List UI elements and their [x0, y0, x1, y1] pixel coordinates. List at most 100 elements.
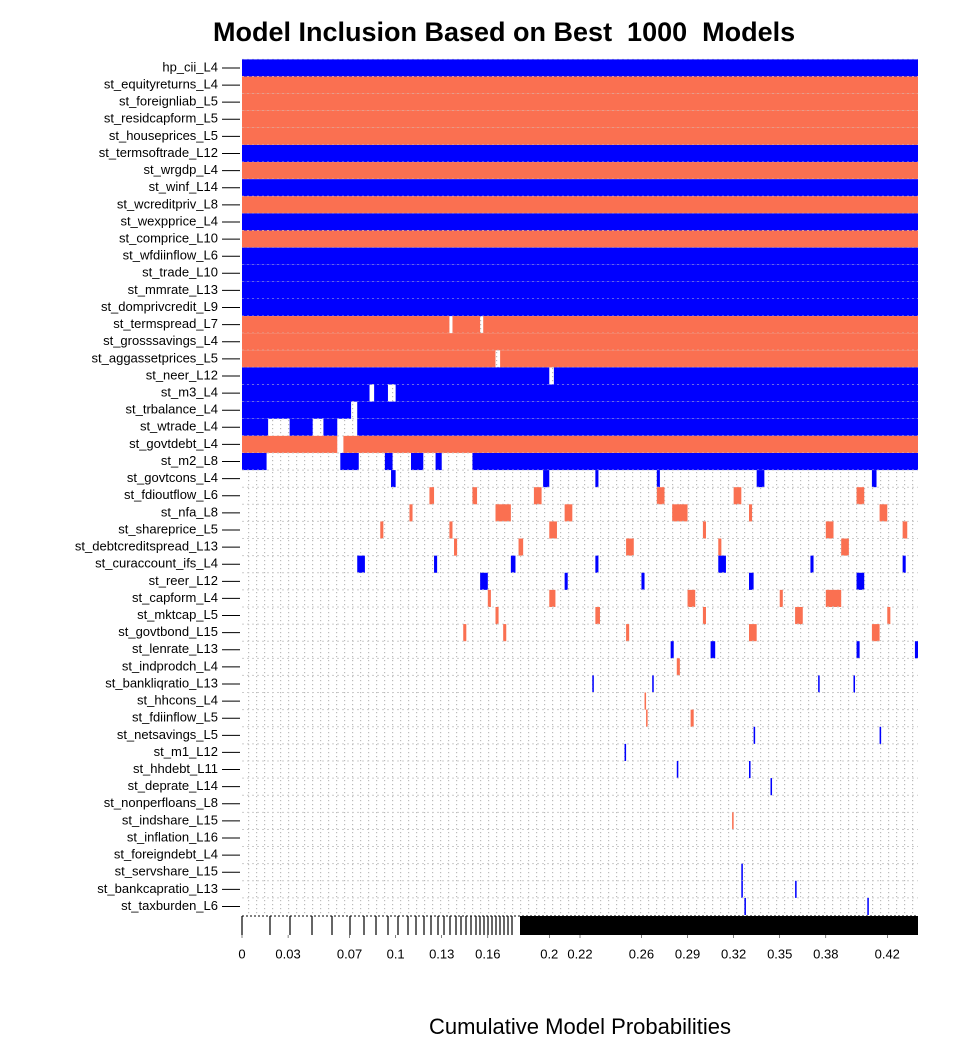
inclusion-segment — [242, 298, 918, 317]
y-tick-label: st_govtbond_L15 — [118, 624, 218, 639]
inclusion-segment — [644, 692, 647, 710]
x-tick-label: 0.07 — [337, 946, 362, 961]
inclusion-segment — [914, 641, 918, 659]
inclusion-segment — [871, 624, 880, 642]
x-tick-label: 0.35 — [767, 946, 792, 961]
x-tick-label: 0.2 — [540, 946, 558, 961]
inclusion-segment — [710, 641, 716, 659]
x-axis-label: Cumulative Model Probabilities — [429, 1014, 731, 1039]
y-tick-label: st_bankcapratio_L13 — [97, 881, 218, 896]
inclusion-segment — [472, 452, 918, 471]
inclusion-segment — [480, 572, 488, 590]
inclusion-segment — [624, 743, 627, 761]
x-tick-label: 0.42 — [875, 946, 900, 961]
inclusion-segment — [902, 521, 908, 539]
y-tick-label: st_wcreditpriv_L8 — [117, 196, 218, 211]
y-tick-label: hp_cii_L4 — [162, 59, 218, 74]
inclusion-segment — [380, 521, 384, 539]
inclusion-segment — [503, 624, 507, 642]
inclusion-segment — [652, 675, 654, 693]
inclusion-segment — [242, 435, 338, 453]
y-tick-label: st_m3_L4 — [161, 385, 218, 400]
inclusion-segment — [749, 572, 754, 590]
inclusion-segment — [818, 675, 820, 693]
inclusion-segment — [656, 470, 660, 488]
y-tick-label: st_m2_L8 — [161, 453, 218, 468]
y-tick-label: st_foreignliab_L5 — [119, 94, 218, 109]
y-tick-label: st_wexpprice_L4 — [120, 213, 218, 228]
inclusion-segment — [718, 555, 726, 573]
inclusion-segment — [395, 384, 918, 402]
inclusion-segment — [879, 726, 882, 744]
inclusion-segment — [242, 144, 918, 163]
y-tick-label: st_neer_L12 — [146, 367, 218, 382]
x-tick-label: 0 — [238, 946, 245, 961]
inclusion-segment — [867, 897, 869, 915]
inclusion-segment — [242, 418, 269, 436]
inclusion-segment — [841, 538, 849, 556]
y-tick-label: st_foreigndebt_L4 — [114, 847, 218, 862]
y-tick-label: st_winf_L14 — [149, 179, 218, 194]
y-tick-label: st_houseprices_L5 — [109, 128, 218, 143]
inclusion-segment — [856, 641, 860, 659]
inclusion-segment — [718, 538, 722, 556]
inclusion-segment — [242, 179, 918, 197]
inclusion-segment — [641, 572, 645, 590]
y-tick-label: st_wfdiinflow_L6 — [123, 248, 218, 263]
inclusion-segment — [242, 76, 918, 94]
y-tick-label: st_deprate_L14 — [128, 778, 218, 793]
inclusion-segment — [242, 59, 918, 77]
x-tick-label: 0.29 — [675, 946, 700, 961]
inclusion-segment — [242, 110, 918, 128]
inclusion-segment — [733, 487, 742, 505]
inclusion-segment — [242, 384, 370, 402]
y-tick-label: st_nfa_L8 — [161, 504, 218, 519]
inclusion-segment — [533, 487, 542, 505]
inclusion-segment — [702, 521, 706, 539]
inclusion-segment — [749, 760, 751, 779]
inclusion-segment — [242, 127, 918, 145]
inclusion-segment — [856, 572, 865, 590]
inclusion-segment — [463, 624, 467, 642]
y-tick-label: st_govtdebt_L4 — [129, 436, 218, 451]
inclusion-segment — [856, 487, 865, 505]
y-tick-label: st_reer_L12 — [149, 573, 218, 588]
inclusion-segment — [795, 606, 803, 625]
inclusion-segment — [626, 538, 634, 556]
inclusion-segment — [391, 470, 396, 488]
x-tick-label: 0.03 — [275, 946, 300, 961]
inclusion-segment — [242, 247, 918, 265]
inclusion-segment — [289, 418, 313, 436]
inclusion-segment — [770, 778, 773, 796]
inclusion-segment — [825, 589, 842, 607]
y-tick-label: st_comprice_L10 — [119, 231, 218, 246]
inclusion-segment — [672, 504, 688, 522]
inclusion-segment — [242, 264, 918, 282]
inclusion-segment — [242, 316, 450, 334]
inclusion-segment — [242, 162, 918, 180]
inclusion-segment — [323, 418, 338, 436]
inclusion-segment — [495, 606, 499, 625]
inclusion-segment — [343, 435, 918, 453]
y-tick-label: st_shareprice_L5 — [118, 521, 218, 536]
y-tick-label: st_fdiinflow_L5 — [132, 710, 218, 725]
inclusion-segment — [242, 333, 918, 351]
inclusion-segment — [592, 675, 594, 693]
y-tick-label: st_debtcreditspread_L13 — [75, 539, 218, 554]
y-tick-label: st_wrgdp_L4 — [144, 162, 218, 177]
inclusion-segment — [242, 452, 267, 471]
y-tick-label: st_wtrade_L4 — [140, 419, 218, 434]
inclusion-segment — [242, 213, 918, 231]
inclusion-segment — [779, 589, 783, 607]
y-tick-label: st_residcapform_L5 — [104, 111, 218, 126]
inclusion-segment — [549, 521, 557, 539]
model-ticks — [242, 915, 918, 935]
inclusion-segment — [756, 470, 765, 488]
inclusion-segment — [595, 555, 599, 573]
y-tick-label: st_nonperfloans_L8 — [104, 795, 218, 810]
y-tick-label: st_bankliqratio_L13 — [105, 675, 218, 690]
x-tick-label: 0.26 — [629, 946, 654, 961]
y-tick-label: st_equityreturns_L4 — [104, 77, 218, 92]
inclusion-segment — [656, 487, 665, 505]
inclusion-segment — [749, 624, 757, 642]
